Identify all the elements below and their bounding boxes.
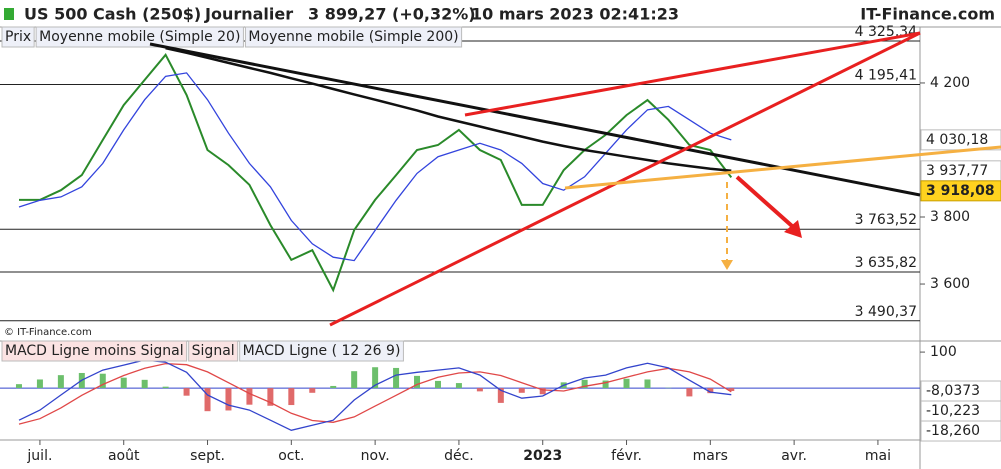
arrow [735, 175, 794, 228]
histogram-bar [455, 383, 462, 389]
trendline [329, 31, 921, 327]
legend-label: Signal [192, 343, 235, 359]
histogram-bar [707, 388, 714, 394]
histogram-bar [225, 388, 232, 411]
histogram-bar [518, 388, 525, 393]
y-tick-label: 3 800 [930, 209, 970, 225]
x-tick-label: juil. [26, 448, 52, 464]
trendline [564, 145, 1001, 190]
trendline [149, 42, 921, 197]
value-box [920, 420, 1001, 442]
legend-box [244, 26, 463, 48]
datetime: 10 mars 2023 02:41:23 [471, 5, 679, 24]
histogram-bar [183, 388, 190, 396]
series-line [19, 53, 733, 293]
legend-label: Prix [5, 29, 31, 45]
legend-box [239, 340, 404, 362]
histogram-bar [414, 375, 421, 389]
annotations [149, 31, 1001, 327]
value-label: 3 937,77 [926, 163, 988, 179]
histogram-bar [686, 388, 693, 397]
x-tick-label: févr. [611, 448, 642, 464]
x-tick-label: août [108, 448, 140, 464]
histogram-bar [602, 380, 609, 389]
legend-label: Moyenne mobile (Simple 200) [248, 29, 458, 45]
level-label: 4 195,41 [855, 67, 917, 83]
series-line [18, 72, 732, 262]
histogram-bar [162, 386, 169, 389]
histogram-bar [15, 384, 22, 389]
x-tick-label: avr. [781, 448, 807, 464]
histogram-bar [99, 373, 106, 389]
legend-box [35, 26, 244, 48]
histogram-bar [120, 377, 127, 389]
series-line [18, 362, 732, 425]
arrow-head [721, 260, 733, 270]
series-line [18, 359, 732, 431]
legend-box [1, 26, 35, 48]
value-label: -8,0373 [926, 383, 980, 399]
histogram-bar [728, 388, 735, 392]
histogram-bar [330, 385, 337, 389]
legend-box [188, 340, 239, 362]
histogram-bar [57, 375, 64, 389]
level-label: 3 635,82 [855, 255, 917, 271]
histogram-bar [497, 388, 504, 403]
value-label: -10,223 [926, 403, 980, 419]
period: Journalier [204, 5, 293, 24]
histogram-bar [141, 379, 148, 389]
quote: 3 899,27 (+0,32%) [308, 5, 476, 24]
x-tick-label: oct. [278, 448, 304, 464]
x-tick-label: 2023 [523, 448, 562, 464]
histogram-bar [434, 380, 441, 389]
histogram-bar [581, 379, 588, 389]
value-label: 3 918,08 [926, 183, 995, 199]
histogram-bar [539, 388, 546, 395]
y-tick-label: 4 200 [930, 75, 970, 91]
series-line [165, 46, 732, 173]
legend-label: MACD Ligne moins Signal [5, 343, 184, 359]
value-label: 4 030,18 [926, 132, 988, 148]
histogram-bar [393, 367, 400, 389]
histogram-bar [204, 388, 211, 412]
histogram-bar [267, 388, 274, 406]
level-label: 3 490,37 [855, 304, 917, 320]
legend-box [1, 340, 188, 362]
value-label: -18,260 [926, 423, 980, 439]
x-tick-label: nov. [361, 448, 390, 464]
y-tick-label: 3 600 [930, 276, 970, 292]
symbol: US 500 Cash (250$) [24, 5, 201, 24]
histogram-bar [623, 378, 630, 389]
x-tick-label: mai [865, 448, 891, 464]
icon [4, 8, 14, 20]
histogram-bar [644, 379, 651, 389]
histogram-bar [288, 388, 295, 406]
x-tick-label: déc. [444, 448, 474, 464]
watermark: © IT-Finance.com [4, 327, 92, 338]
histogram-bar [309, 388, 316, 393]
arrow-head [784, 220, 802, 238]
histogram-bar [36, 379, 43, 389]
value-box [920, 180, 1001, 202]
histogram-bar [246, 388, 253, 405]
x-tick-label: mars [693, 448, 728, 464]
level-label: 3 763,52 [855, 212, 917, 228]
histogram-bar [351, 371, 358, 389]
trendline [464, 31, 921, 117]
histogram-bar [476, 388, 483, 392]
x-tick-label: sept. [190, 448, 225, 464]
site: IT-Finance.com [860, 5, 995, 24]
legend-label: Moyenne mobile (Simple 20) [39, 29, 240, 45]
y-tick-label: 100 [930, 344, 957, 360]
legend-label: MACD Ligne ( 12 26 9) [243, 343, 401, 359]
histogram-bar [372, 367, 379, 389]
